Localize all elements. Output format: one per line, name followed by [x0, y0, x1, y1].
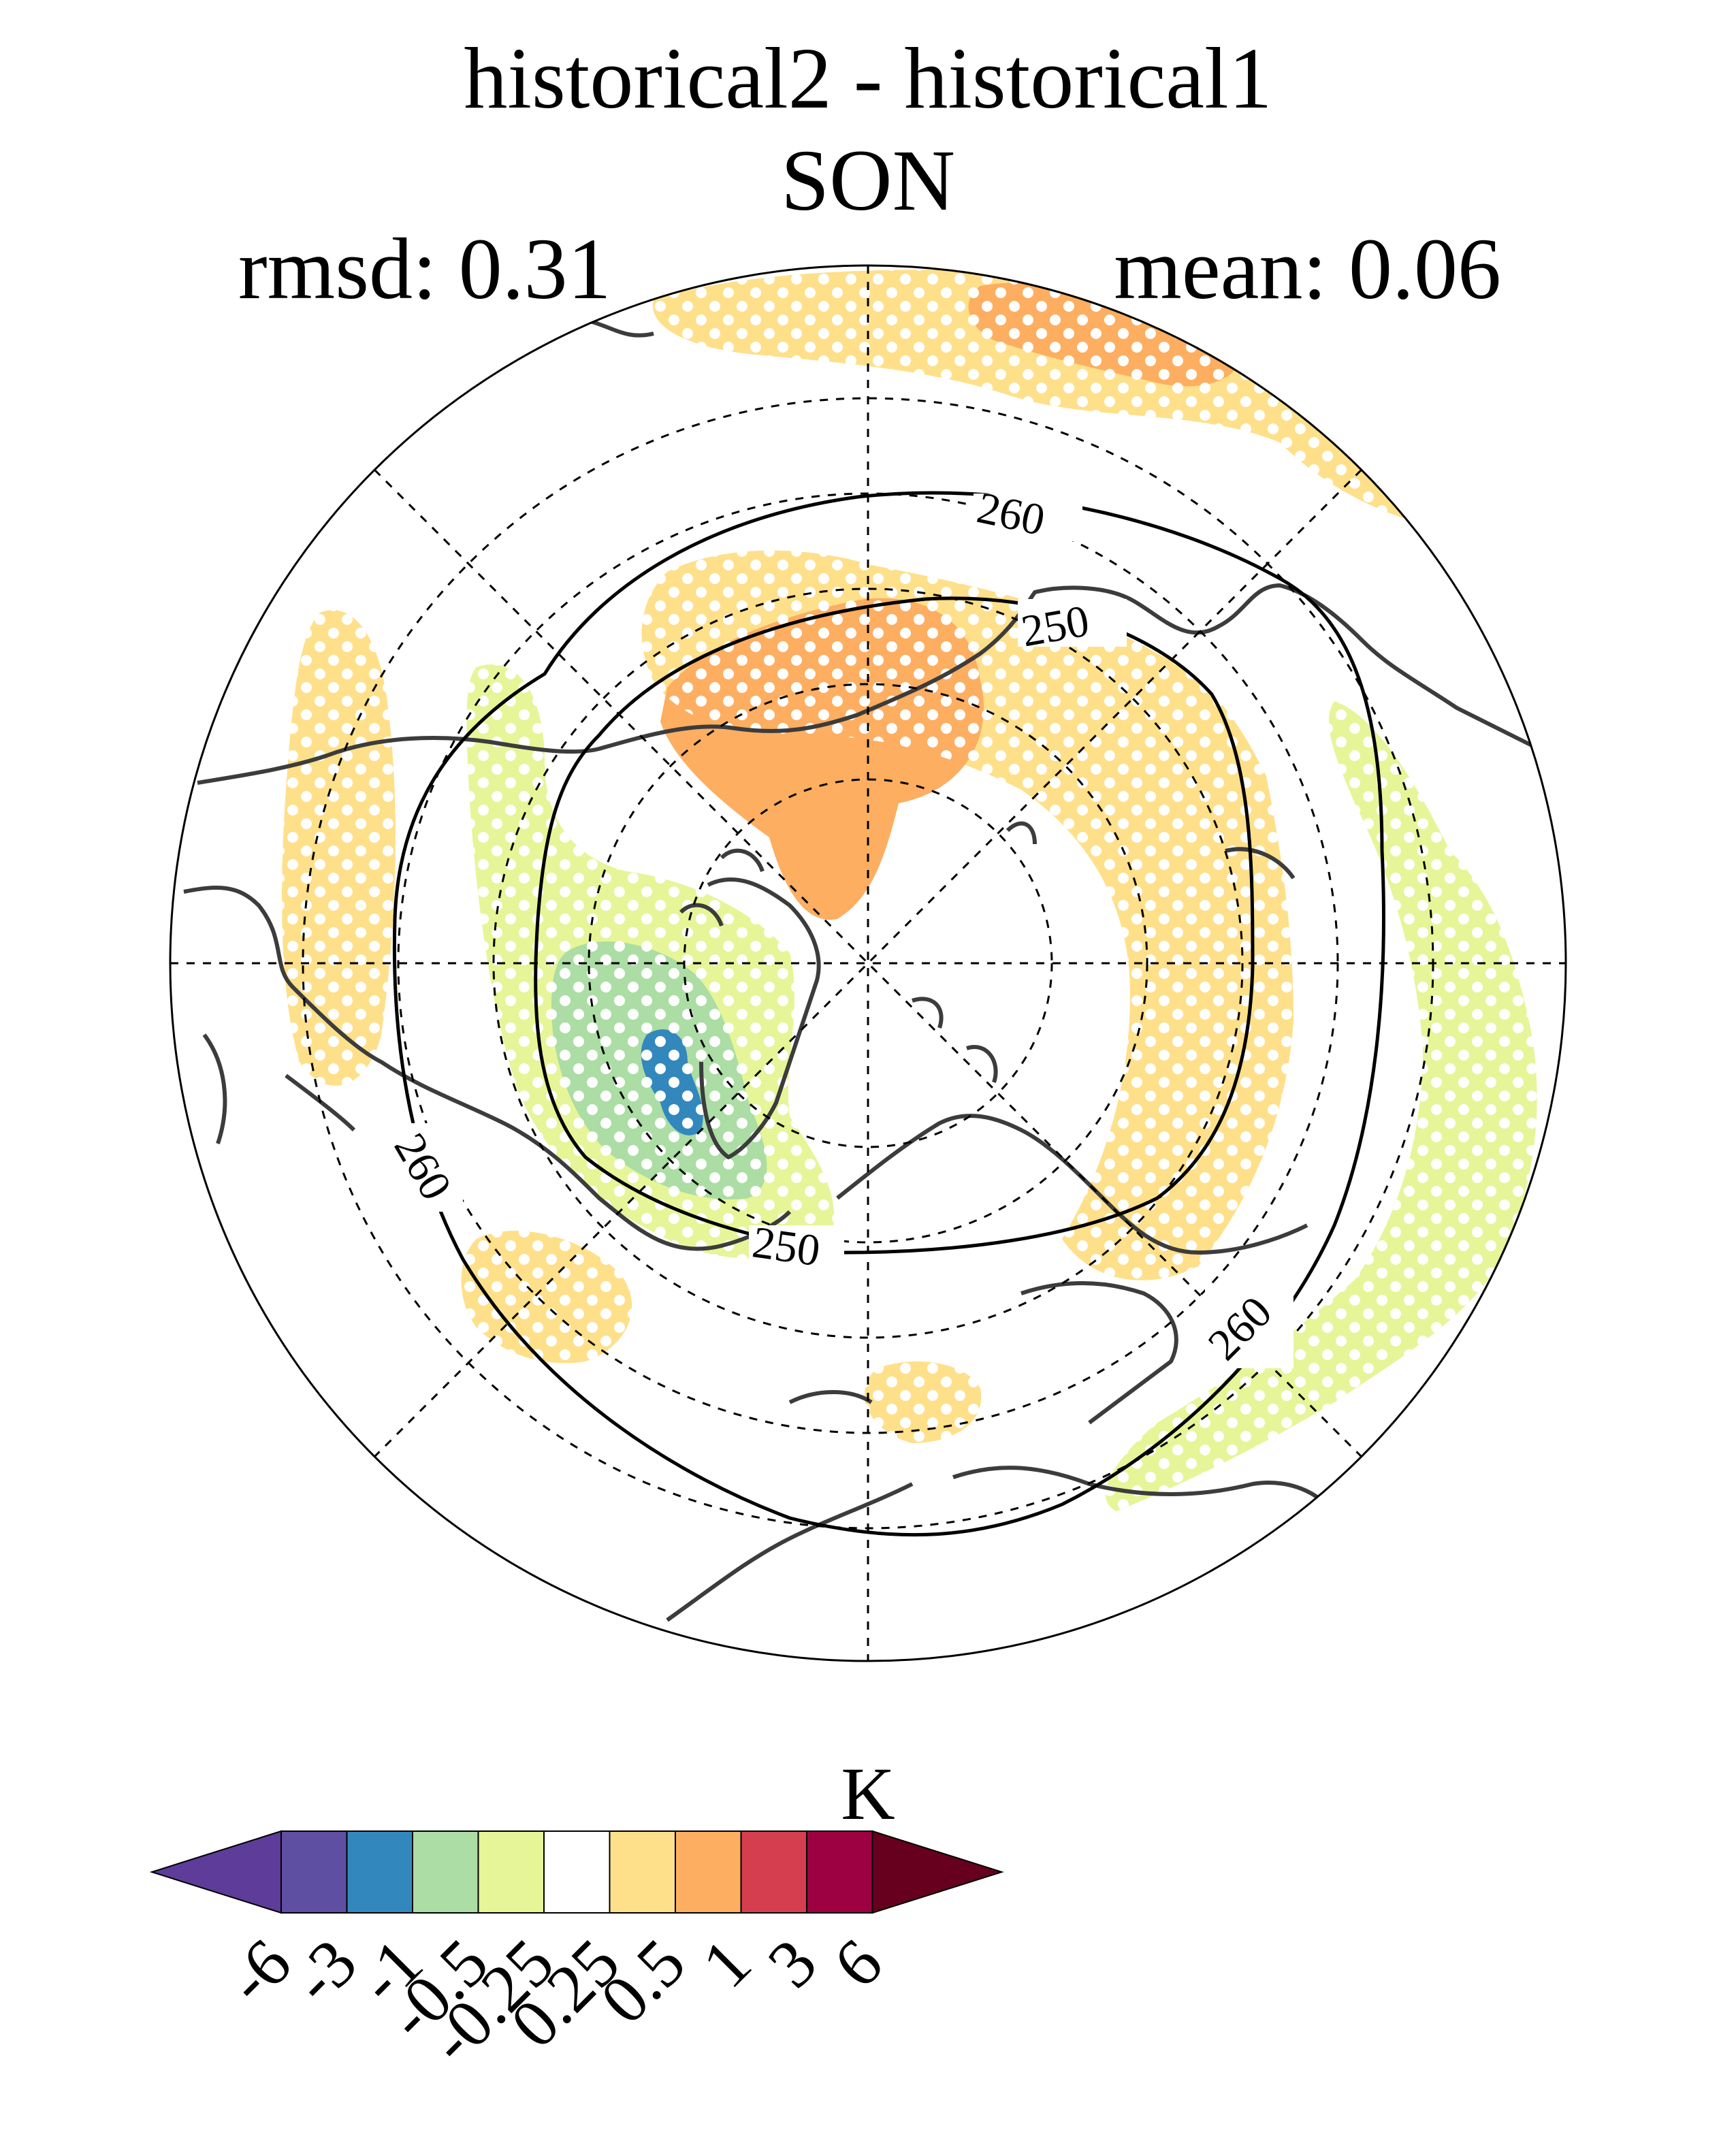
- colorbar-swatch: [346, 1830, 413, 1914]
- rmsd-label: rmsd: 0.31: [238, 221, 611, 317]
- arctic-islands-coastline: [679, 821, 1296, 1083]
- colorbar-unit: K: [841, 1752, 895, 1835]
- colorbar-swatch: [412, 1830, 479, 1914]
- colorbar-swatch: [280, 1830, 348, 1914]
- north-america-coastline: [183, 886, 792, 1251]
- colorbar-extend-low: [149, 1830, 282, 1914]
- colorbar-swatch: [609, 1830, 676, 1914]
- mean-label: mean: 0.06: [1114, 221, 1501, 317]
- contour-250: [534, 596, 1255, 1255]
- africa-coastline: [666, 1482, 914, 1622]
- colorbar-swatch: [477, 1830, 545, 1914]
- greenland-coastline: [699, 877, 821, 1159]
- map-title: historical2 - historical1: [464, 30, 1272, 127]
- colorbar-swatch: [806, 1830, 873, 1914]
- colorbar-tick-label: 6: [819, 1924, 897, 2002]
- colorbar-tick-label: 3: [754, 1924, 831, 2002]
- season-label: SON: [780, 132, 956, 229]
- map-boundary: [169, 264, 1567, 1662]
- contour-labels: 260 250 260 250 260: [381, 483, 1293, 1370]
- anomaly-field: [183, 270, 1540, 1622]
- colorbar-swatch: [543, 1830, 611, 1914]
- colorbar-extend-high: [871, 1830, 1004, 1914]
- contour-label: 250: [1018, 596, 1093, 656]
- colorbar-tick-label: 1: [688, 1924, 765, 2002]
- significance-stippling: [282, 270, 1537, 1511]
- contour-label: 250: [750, 1217, 823, 1276]
- colorbar-swatch: [675, 1830, 742, 1914]
- gridlines: [170, 265, 1566, 1661]
- colorbar-tick-label: 0.5: [586, 1924, 700, 2038]
- colorbar-swatch: [740, 1830, 807, 1914]
